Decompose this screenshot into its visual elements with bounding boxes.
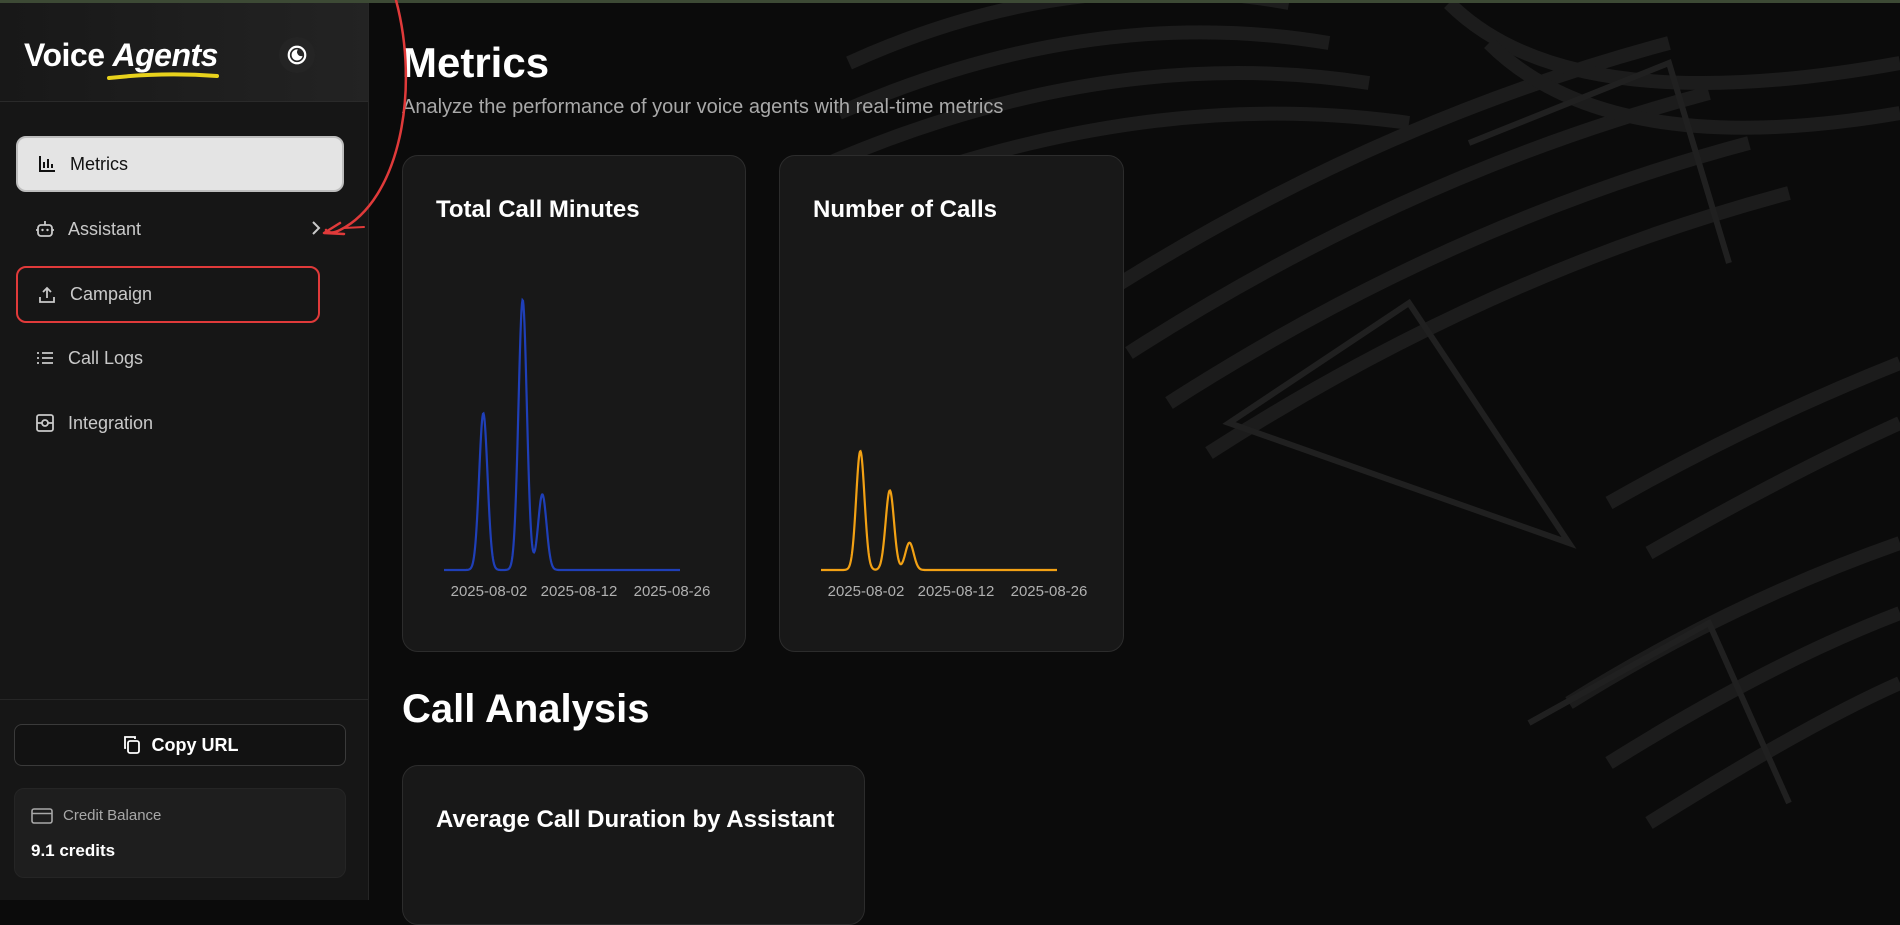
sidebar-item-campaign[interactable]: Campaign [16, 266, 320, 323]
sidebar-item-integration[interactable]: Integration [16, 395, 344, 451]
copy-icon [122, 735, 142, 755]
sidebar-footer: Copy URL Credit Balance 9.1 credits [0, 699, 368, 901]
card-title: Total Call Minutes [436, 196, 640, 223]
card-title: Average Call Duration by Assistant [436, 806, 835, 833]
top-accent-line [0, 0, 1900, 3]
list-icon [34, 347, 56, 369]
sidebar-item-label: Integration [68, 412, 154, 433]
sidebar-item-metrics[interactable]: Metrics [16, 136, 344, 192]
x-tick-label: 2025-08-12 [541, 583, 618, 600]
chevron-right-icon [310, 219, 322, 242]
total-call-minutes-chart: 2025-08-02 2025-08-12 2025-08-26 [444, 297, 711, 600]
integration-icon [34, 412, 56, 434]
theme-toggle-button[interactable] [279, 37, 315, 73]
credit-balance-value: 9.1 credits [31, 841, 116, 860]
bot-icon [34, 218, 56, 240]
number-of-calls-card: Number of Calls 2025-08-02 2025-08-12 2025… [779, 155, 1124, 652]
sidebar-item-label: Call Logs [68, 347, 144, 368]
sidebar-item-label: Campaign [70, 284, 153, 304]
copy-url-label: Copy URL [151, 734, 239, 755]
upload-icon [36, 284, 58, 306]
x-tick-label: 2025-08-26 [634, 583, 711, 600]
bar-chart-icon [36, 153, 58, 175]
sidebar-item-label: Assistant [68, 218, 142, 239]
sidebar-item-assistant[interactable]: Assistant [16, 201, 344, 257]
sidebar: Voice Agents Metrics Assistant Campai [0, 3, 369, 900]
section-title-call-analysis: Call Analysis [402, 687, 650, 731]
brand-word-agents: Agents [106, 37, 219, 80]
number-of-calls-chart: 2025-08-02 2025-08-12 2025-08-26 [821, 449, 1088, 600]
x-tick-label: 2025-08-02 [828, 583, 905, 600]
avg-call-duration-card: Average Call Duration by Assistant [402, 765, 865, 925]
card-title: Number of Calls [813, 196, 998, 223]
x-tick-label: 2025-08-12 [918, 583, 995, 600]
moon-icon [287, 45, 307, 65]
brand-logo[interactable]: Voice Agents [24, 37, 219, 80]
series-line [821, 449, 1057, 572]
total-call-minutes-card: Total Call Minutes 2025-08-02 2025-08-12 2… [402, 155, 746, 652]
sidebar-item-call-logs[interactable]: Call Logs [16, 330, 344, 386]
credit-balance-card: Credit Balance 9.1 credits [14, 788, 346, 878]
page-subtitle: Analyze the performance of your voice ag… [402, 96, 1004, 118]
series-line [444, 297, 680, 572]
page-title: Metrics [402, 39, 550, 86]
credit-balance-label: Credit Balance [63, 807, 162, 824]
brand-underline-icon [106, 72, 219, 80]
credit-card-icon [31, 808, 53, 829]
x-tick-label: 2025-08-02 [451, 583, 528, 600]
copy-url-button[interactable]: Copy URL [14, 724, 346, 766]
sidebar-item-label: Metrics [70, 153, 128, 174]
brand-word-voice: Voice [24, 37, 105, 73]
brand-bar: Voice Agents [0, 3, 368, 102]
x-tick-label: 2025-08-26 [1011, 583, 1088, 600]
